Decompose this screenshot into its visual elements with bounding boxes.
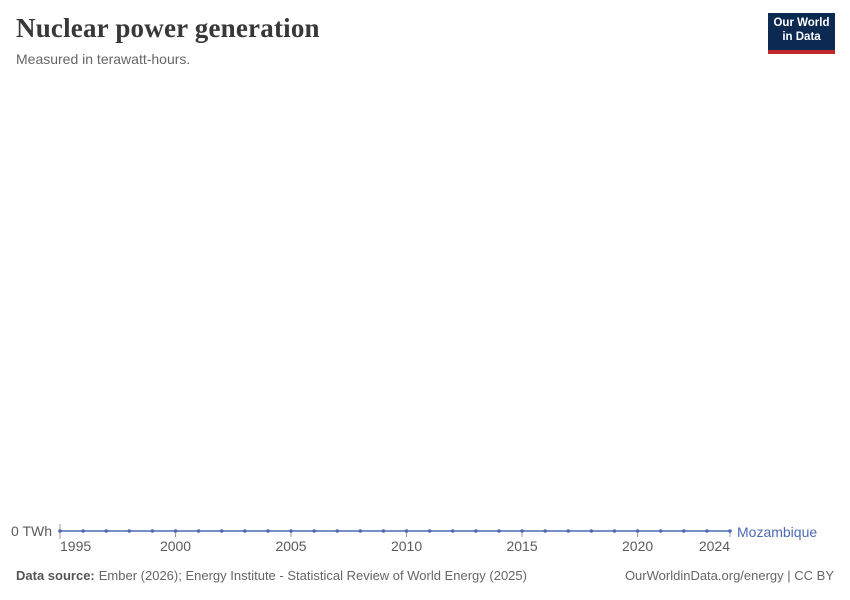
- y-axis-zero-label: 0 TWh: [11, 523, 52, 539]
- footer: Data source: Ember (2026); Energy Institu…: [16, 568, 834, 583]
- owid-logo-line1: Our World: [773, 17, 830, 29]
- page-subtitle: Measured in terawatt-hours.: [16, 51, 191, 67]
- entity-label[interactable]: Mozambique: [737, 524, 817, 540]
- data-point[interactable]: [612, 529, 617, 533]
- data-point[interactable]: [196, 529, 201, 533]
- data-point[interactable]: [543, 529, 547, 533]
- data-point[interactable]: [219, 529, 224, 533]
- data-point[interactable]: [681, 529, 686, 533]
- data-point[interactable]: [127, 529, 132, 533]
- x-tick-label-2010: 2010: [391, 538, 422, 554]
- data-point[interactable]: [58, 529, 62, 533]
- data-point[interactable]: [335, 529, 340, 533]
- data-point[interactable]: [497, 529, 501, 533]
- x-tick-label-2024: 2024: [699, 538, 730, 554]
- data-source-label: Data source:: [16, 568, 95, 583]
- data-source-text: Ember (2026); Energy Institute - Statist…: [98, 568, 527, 583]
- data-point[interactable]: [450, 529, 455, 533]
- data-point[interactable]: [81, 529, 85, 533]
- x-tick-label-2005: 2005: [275, 538, 306, 554]
- data-point[interactable]: [266, 529, 270, 533]
- data-point[interactable]: [289, 529, 293, 533]
- owid-logo-line2: in Data: [782, 31, 821, 43]
- data-point[interactable]: [381, 529, 386, 533]
- data-point[interactable]: [173, 529, 178, 533]
- data-point[interactable]: [404, 529, 409, 533]
- data-point[interactable]: [474, 529, 478, 533]
- data-point[interactable]: [520, 529, 524, 533]
- owid-logo: Our World in Data: [768, 13, 835, 54]
- data-point[interactable]: [150, 529, 155, 533]
- x-tick-label-1995: 1995: [60, 538, 91, 554]
- data-point[interactable]: [427, 529, 432, 533]
- footer-link[interactable]: OurWorldinData.org/energy | CC BY: [624, 568, 834, 583]
- data-source: Data source: Ember (2026); Energy Institu…: [16, 568, 527, 583]
- data-point[interactable]: [635, 529, 640, 533]
- data-point[interactable]: [358, 529, 363, 533]
- data-point[interactable]: [104, 529, 109, 533]
- data-point[interactable]: [589, 529, 594, 533]
- data-point[interactable]: [658, 529, 663, 533]
- x-tick-label-2000: 2000: [160, 538, 191, 554]
- page-title: Nuclear power generation: [16, 13, 320, 43]
- data-point[interactable]: [243, 529, 247, 533]
- data-point[interactable]: [728, 529, 732, 533]
- x-tick-label-2015: 2015: [506, 538, 537, 554]
- data-point[interactable]: [312, 529, 316, 533]
- x-tick-label-2020: 2020: [622, 538, 653, 554]
- data-point[interactable]: [705, 529, 709, 533]
- data-point[interactable]: [566, 529, 571, 533]
